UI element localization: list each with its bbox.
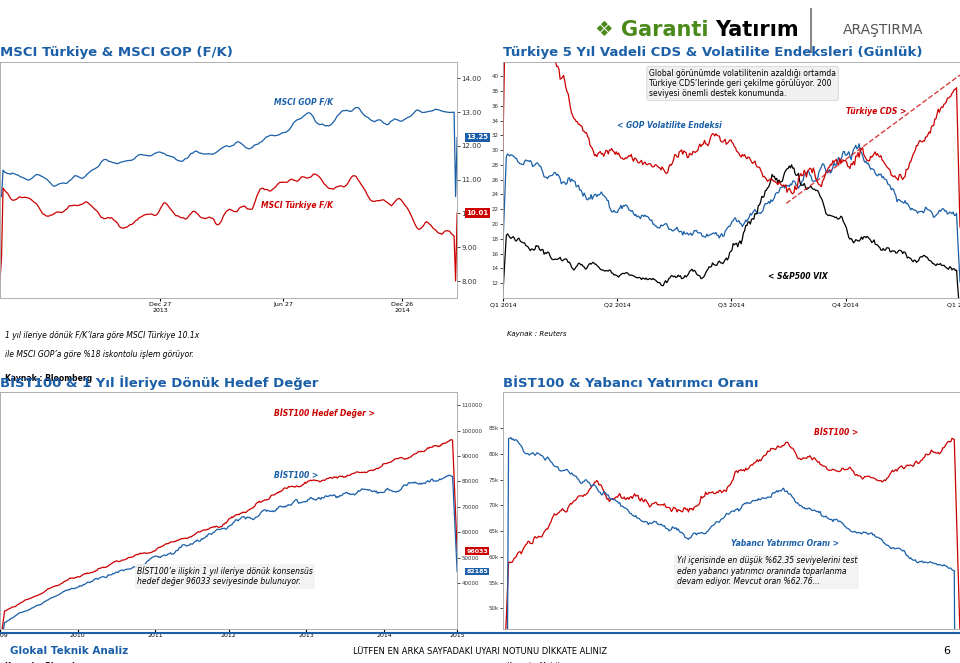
Text: ile MSCI GOP’a göre %18 iskontolu işlem görüyor.: ile MSCI GOP’a göre %18 iskontolu işlem … <box>5 350 194 359</box>
Text: < S&P500 VIX: < S&P500 VIX <box>768 272 828 281</box>
Text: 6: 6 <box>944 646 950 656</box>
Text: 96033: 96033 <box>467 548 488 554</box>
Text: Kaynak : Bloomberg: Kaynak : Bloomberg <box>5 373 92 383</box>
Text: Türkiye CDS >: Türkiye CDS > <box>846 107 906 115</box>
Text: Global görünümde volatilitenin azaldığı ortamda
Türkiye CDS’lerinde geri çekilme: Global görünümde volatilitenin azaldığı … <box>649 68 836 98</box>
Text: BİST100’e ilişkin 1 yıl ileriye dönük konsensüs
hedef değer 96033 seviyesinde bu: BİST100’e ilişkin 1 yıl ileriye dönük ko… <box>137 566 313 586</box>
Text: BİST100 & Yabancı Yatırımcı Oranı: BİST100 & Yabancı Yatırımcı Oranı <box>503 377 758 390</box>
Text: MSCI Türkiye F/K: MSCI Türkiye F/K <box>260 201 332 210</box>
Text: Glokal Teknik Analiz: Glokal Teknik Analiz <box>10 646 128 656</box>
Text: Yatırım: Yatırım <box>715 19 799 40</box>
Text: Yıl içerisinde en düşük %62.35 seviyelerini test
eden yabancı yatırımcı oranında: Yıl içerisinde en düşük %62.35 seviyeler… <box>677 556 857 586</box>
Text: BİST100 >: BİST100 > <box>275 471 319 479</box>
Text: MSCI Türkiye & MSCI GOP (F/K): MSCI Türkiye & MSCI GOP (F/K) <box>0 46 233 59</box>
Text: < GOP Volatilite Endeksi: < GOP Volatilite Endeksi <box>617 121 722 130</box>
Text: 10.01: 10.01 <box>467 210 489 216</box>
Text: 13.25: 13.25 <box>467 135 489 141</box>
Text: 82185: 82185 <box>467 569 489 574</box>
Text: LÜTFEN EN ARKA SAYFADAKİ UYARI NOTUNU DİKKATE ALINIZ: LÜTFEN EN ARKA SAYFADAKİ UYARI NOTUNU Dİ… <box>353 646 607 656</box>
Text: BİST100 & 1 Yıl İleriye Dönük Hedef Değer: BİST100 & 1 Yıl İleriye Dönük Hedef Değe… <box>0 375 319 390</box>
Text: 1 yıl ileriye dönük F/K’lara göre MSCI Türkiye 10.1x: 1 yıl ileriye dönük F/K’lara göre MSCI T… <box>5 331 199 340</box>
Text: Kaynak : Bloomberg: Kaynak : Bloomberg <box>5 662 92 663</box>
Text: MSCI GOP F/K: MSCI GOP F/K <box>275 97 333 106</box>
Text: Yabancı Yatırımcı Oranı >: Yabancı Yatırımcı Oranı > <box>732 539 839 548</box>
Text: BİST100 Hedef Değer >: BİST100 Hedef Değer > <box>275 408 375 418</box>
Text: Kaynak : Matriks: Kaynak : Matriks <box>508 662 565 663</box>
Text: ❖ Garanti: ❖ Garanti <box>595 19 708 40</box>
Text: BİST100 >: BİST100 > <box>814 428 858 437</box>
Text: Kaynak : Reuters: Kaynak : Reuters <box>508 331 567 337</box>
Text: ARAŞTIRMA: ARAŞTIRMA <box>843 23 924 36</box>
Text: Türkiye 5 Yıl Vadeli CDS & Volatilite Endeksleri (Günlük): Türkiye 5 Yıl Vadeli CDS & Volatilite En… <box>503 46 923 59</box>
